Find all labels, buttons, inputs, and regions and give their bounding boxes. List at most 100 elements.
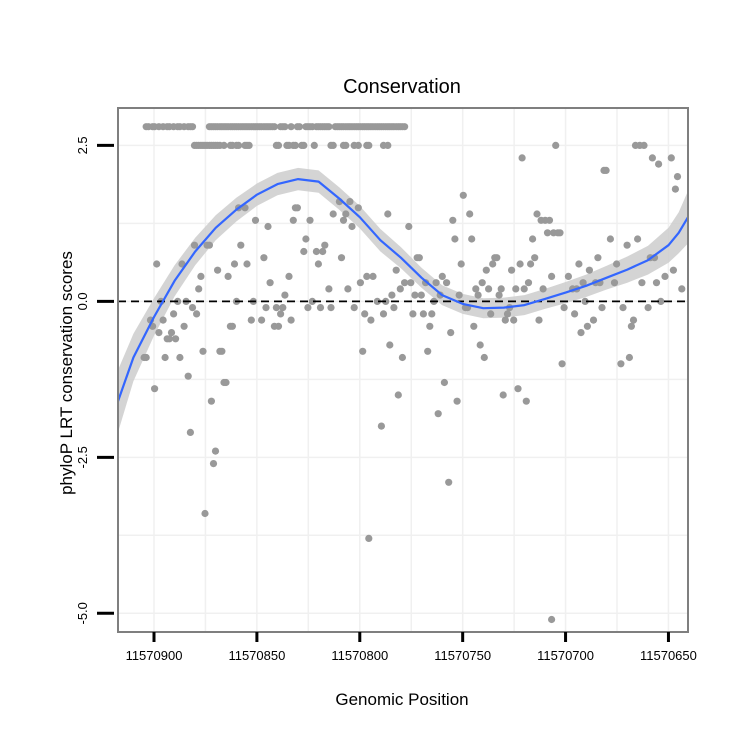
data-point bbox=[354, 141, 362, 149]
data-point bbox=[610, 279, 619, 287]
data-point bbox=[392, 266, 400, 274]
data-point bbox=[264, 222, 272, 231]
data-point bbox=[495, 291, 503, 299]
data-point bbox=[388, 291, 396, 299]
data-point bbox=[524, 279, 533, 287]
data-point bbox=[434, 410, 442, 418]
data-point bbox=[543, 229, 552, 237]
data-point bbox=[667, 154, 675, 162]
data-point bbox=[510, 316, 518, 324]
data-point bbox=[260, 254, 268, 262]
data-point bbox=[459, 191, 467, 199]
data-point bbox=[272, 141, 280, 149]
data-point bbox=[548, 272, 556, 280]
x-tick-label: 11570750 bbox=[434, 648, 491, 663]
data-point bbox=[199, 347, 207, 355]
y-axis: 2.5 0.0 -2.5 -5.0 bbox=[75, 136, 114, 625]
data-point bbox=[558, 360, 566, 368]
data-point bbox=[365, 534, 373, 543]
data-point bbox=[478, 279, 486, 287]
data-point bbox=[377, 422, 385, 430]
data-point bbox=[516, 260, 524, 268]
data-point bbox=[172, 335, 180, 343]
data-point bbox=[214, 266, 222, 274]
data-point bbox=[293, 123, 301, 131]
x-tick-label: 11570900 bbox=[126, 648, 183, 663]
data-point bbox=[241, 141, 249, 149]
smooth-ribbon-layer bbox=[118, 167, 688, 433]
x-axis: 11570900 11570850 11570800 11570750 11570700… bbox=[126, 632, 697, 663]
data-point bbox=[581, 297, 589, 305]
data-point bbox=[329, 210, 337, 218]
data-point bbox=[405, 222, 413, 231]
data-point bbox=[411, 291, 419, 299]
data-point bbox=[184, 372, 192, 380]
data-point bbox=[535, 316, 543, 324]
data-point bbox=[627, 322, 636, 330]
data-point bbox=[161, 353, 169, 362]
data-point bbox=[644, 304, 652, 312]
data-point bbox=[638, 279, 646, 287]
data-point bbox=[291, 204, 299, 212]
data-point bbox=[153, 260, 161, 268]
data-point bbox=[170, 310, 178, 318]
data-point bbox=[302, 123, 310, 131]
data-point bbox=[401, 123, 409, 131]
data-point bbox=[327, 141, 335, 149]
data-point bbox=[237, 241, 245, 249]
data-point bbox=[279, 304, 287, 312]
data-point bbox=[163, 335, 171, 343]
data-point bbox=[344, 285, 352, 293]
data-point bbox=[619, 304, 627, 312]
data-point bbox=[499, 391, 507, 399]
y-tick-label: -2.5 bbox=[75, 446, 90, 468]
data-point bbox=[350, 304, 358, 312]
data-point bbox=[379, 310, 388, 318]
data-point bbox=[277, 310, 285, 318]
data-point bbox=[652, 279, 661, 287]
data-point bbox=[186, 428, 194, 436]
data-point bbox=[661, 272, 669, 280]
data-point bbox=[449, 216, 457, 224]
data-point bbox=[342, 210, 350, 218]
chart-title: Conservation bbox=[343, 76, 461, 98]
data-point bbox=[306, 216, 314, 224]
data-point bbox=[247, 316, 255, 324]
data-point bbox=[571, 310, 579, 318]
data-point bbox=[401, 279, 409, 287]
data-point bbox=[443, 279, 451, 287]
data-point bbox=[266, 279, 274, 287]
data-point bbox=[304, 304, 312, 312]
data-point bbox=[634, 235, 642, 243]
data-point bbox=[453, 397, 461, 405]
data-point bbox=[159, 316, 167, 324]
data-point bbox=[367, 316, 375, 324]
data-point bbox=[337, 254, 346, 262]
data-point bbox=[384, 141, 392, 149]
data-point bbox=[356, 279, 364, 287]
data-point bbox=[474, 291, 482, 299]
data-point bbox=[348, 222, 356, 231]
data-point bbox=[550, 229, 558, 237]
data-point bbox=[188, 304, 197, 312]
data-point bbox=[432, 279, 440, 287]
data-point bbox=[270, 322, 278, 330]
confidence-ribbon bbox=[118, 167, 688, 433]
data-point bbox=[373, 297, 381, 305]
data-point bbox=[598, 304, 606, 312]
data-point bbox=[220, 378, 228, 387]
data-point bbox=[472, 285, 480, 293]
data-point bbox=[211, 447, 220, 455]
data-point bbox=[631, 141, 640, 149]
data-point bbox=[413, 254, 421, 262]
data-point bbox=[585, 266, 594, 274]
data-point bbox=[287, 316, 295, 324]
data-point bbox=[560, 304, 568, 312]
data-point bbox=[531, 254, 539, 262]
data-point bbox=[539, 285, 547, 293]
data-point bbox=[207, 397, 215, 405]
data-point bbox=[272, 304, 280, 312]
data-point bbox=[283, 141, 291, 149]
x-tick-label: 11570800 bbox=[331, 648, 388, 663]
